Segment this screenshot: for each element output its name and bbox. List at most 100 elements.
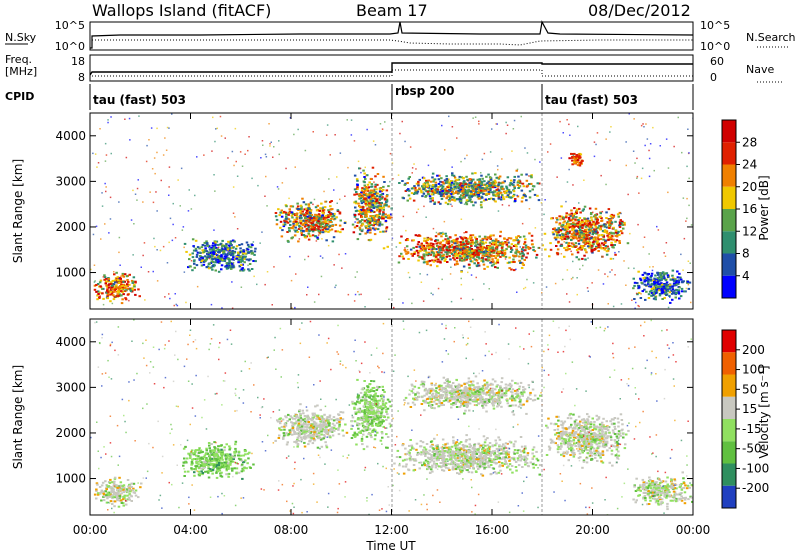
colorbar-swatch bbox=[722, 485, 736, 509]
nave-trace bbox=[92, 69, 693, 77]
x-axis-label: Time UT bbox=[365, 539, 416, 553]
colorbar-tick-label: 28 bbox=[742, 135, 757, 149]
x-tick-label: 00:00 bbox=[73, 523, 108, 537]
y-tick-label: 3000 bbox=[55, 380, 86, 394]
data-region bbox=[274, 197, 347, 243]
freq-trace bbox=[89, 62, 693, 76]
cpid-segment-2: rbsp 200 bbox=[395, 84, 454, 98]
colorbar-swatch bbox=[722, 419, 736, 442]
station-title: Wallops Island (fitACF) bbox=[92, 1, 271, 20]
nsearch-label: N.Search bbox=[746, 31, 796, 44]
nave-label: Nave bbox=[746, 63, 774, 76]
colorbar-swatch bbox=[722, 330, 736, 353]
freq-label: Freq. bbox=[5, 53, 32, 66]
velocity-y-axis-label: Slant Range [km] bbox=[11, 365, 25, 469]
colorbar-tick-label: 4 bbox=[742, 269, 750, 283]
colorbar-tick-label: -50 bbox=[742, 442, 762, 456]
colorbar-swatch bbox=[722, 374, 736, 397]
x-tick-label: 20:00 bbox=[575, 523, 610, 537]
colorbar-tick-label: -15 bbox=[742, 422, 762, 436]
colorbar-tick-label: 50 bbox=[742, 382, 757, 396]
power-y-axis-label: Slant Range [km] bbox=[11, 159, 25, 263]
colorbar-tick-label: 8 bbox=[742, 247, 750, 261]
colorbar-swatch bbox=[722, 253, 736, 276]
colorbar-swatch bbox=[722, 396, 736, 420]
cpid-segment-3: tau (fast) 503 bbox=[545, 93, 638, 107]
freq-panel-frame bbox=[89, 54, 694, 82]
velocity-heatmap-data bbox=[90, 319, 693, 515]
colorbar-swatch bbox=[722, 186, 736, 210]
data-region bbox=[568, 152, 584, 167]
colorbar-tick-label: -100 bbox=[742, 461, 769, 475]
y-tick-label: 4000 bbox=[55, 335, 86, 349]
data-region bbox=[545, 412, 630, 469]
nsky-tick-top: 10^5 bbox=[55, 19, 85, 32]
colorbar-swatch bbox=[722, 231, 736, 254]
scatter-noise bbox=[90, 319, 692, 515]
power-colorbar-title: Power [dB] bbox=[757, 175, 771, 240]
nsky-panel-frame bbox=[89, 21, 694, 51]
y-tick-label: 2000 bbox=[55, 426, 86, 440]
nave-tick-top: 60 bbox=[710, 55, 724, 68]
colorbar-swatch bbox=[722, 164, 736, 187]
colorbar-swatch bbox=[722, 352, 736, 375]
cpid-label: CPID bbox=[5, 90, 34, 103]
data-region bbox=[351, 166, 393, 250]
data-region bbox=[93, 476, 143, 508]
nsearch-trace bbox=[92, 39, 693, 46]
y-tick-label: 3000 bbox=[55, 174, 86, 188]
data-region bbox=[632, 471, 693, 511]
colorbar-tick-label: 12 bbox=[742, 224, 757, 238]
data-region bbox=[543, 205, 630, 261]
colorbar-tick-label: -200 bbox=[742, 481, 769, 495]
colorbar-swatch bbox=[722, 209, 736, 232]
colorbar-tick-label: 15 bbox=[742, 402, 757, 416]
data-region bbox=[398, 169, 541, 209]
colorbar-swatch bbox=[722, 463, 736, 486]
beam-title: Beam 17 bbox=[356, 1, 428, 20]
colorbar-tick-label: 24 bbox=[742, 158, 757, 172]
nsky-trace bbox=[90, 20, 694, 49]
y-tick-label: 2000 bbox=[55, 220, 86, 234]
x-tick-label: 04:00 bbox=[173, 523, 208, 537]
power-colorbar: 28 24 20 16 12 8 4 bbox=[721, 119, 757, 299]
data-region bbox=[274, 403, 349, 449]
data-region bbox=[350, 378, 393, 451]
freq-tick-bottom: 8 bbox=[78, 71, 85, 84]
data-region bbox=[393, 434, 542, 477]
nave-tick-bottom: 0 bbox=[710, 71, 717, 84]
nsearch-tick-bottom: 10^0 bbox=[700, 40, 730, 53]
colorbar-swatch bbox=[722, 441, 736, 464]
colorbar-tick-label: 100 bbox=[742, 363, 765, 377]
power-heatmap-data bbox=[90, 113, 693, 309]
colorbar-swatch bbox=[722, 275, 736, 299]
x-tick-label: 08:00 bbox=[274, 523, 309, 537]
nsearch-tick-top: 10^5 bbox=[700, 19, 730, 32]
nsky-tick-bottom: 10^0 bbox=[55, 40, 85, 53]
y-tick-label: 1000 bbox=[55, 472, 86, 486]
x-tick-label: 00:00 bbox=[676, 523, 711, 537]
data-region bbox=[397, 230, 544, 273]
colorbar-tick-label: 200 bbox=[742, 343, 765, 357]
data-region bbox=[403, 375, 542, 416]
colorbar-tick-label: 16 bbox=[742, 202, 757, 216]
cpid-segment-1: tau (fast) 503 bbox=[93, 93, 186, 107]
colorbar-tick-label: 20 bbox=[742, 180, 757, 194]
data-region bbox=[182, 440, 255, 480]
scatter-noise bbox=[90, 113, 693, 309]
colorbar-swatch bbox=[722, 142, 736, 165]
x-tick-label: 16:00 bbox=[475, 523, 510, 537]
freq-tick-top: 18 bbox=[71, 55, 85, 68]
data-region bbox=[93, 271, 141, 305]
velocity-colorbar-title: Velocity [m s⁻¹] bbox=[757, 365, 771, 458]
velocity-colorbar: 200 100 50 15 -15 -50 -100 -200 bbox=[721, 329, 769, 509]
date-title: 08/Dec/2012 bbox=[588, 1, 691, 20]
y-tick-label: 4000 bbox=[55, 129, 86, 143]
colorbar-swatch bbox=[722, 120, 736, 143]
y-tick-label: 1000 bbox=[55, 266, 86, 280]
freq-unit: [MHz] bbox=[5, 65, 37, 78]
nsky-label: N.Sky bbox=[5, 31, 37, 44]
data-region bbox=[183, 238, 257, 273]
data-region bbox=[632, 269, 692, 304]
